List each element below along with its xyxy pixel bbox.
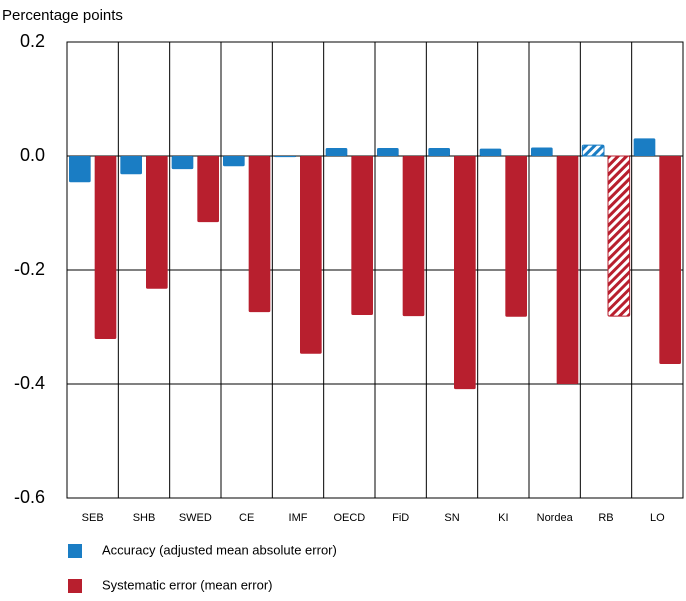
bar	[146, 156, 168, 289]
x-tick-label: SWED	[179, 512, 212, 524]
bar	[69, 156, 91, 183]
x-tick-label: KI	[498, 512, 508, 524]
legend-label: Accuracy (adjusted mean absolute error)	[102, 542, 337, 557]
bar	[325, 148, 348, 156]
bar	[659, 156, 681, 365]
bar	[120, 156, 142, 175]
x-tick-label: IMF	[289, 512, 308, 524]
bar	[171, 156, 194, 170]
x-tick-label: CE	[239, 512, 254, 524]
bar	[300, 156, 322, 354]
bar	[607, 155, 631, 317]
y-tick-label: -0.6	[14, 487, 45, 507]
legend-swatch	[68, 544, 82, 558]
bar	[633, 138, 656, 156]
bar	[531, 147, 553, 156]
x-tick-label: LO	[650, 512, 665, 524]
x-tick-label: SN	[444, 512, 459, 524]
legend-swatch	[68, 579, 82, 593]
bar	[556, 156, 579, 384]
y-tick-label: 0.2	[20, 31, 45, 51]
x-tick-label: FiD	[392, 512, 409, 524]
bar	[454, 156, 476, 390]
x-tick-label: RB	[598, 512, 613, 524]
y-tick-label: -0.2	[14, 259, 45, 279]
bar	[505, 156, 527, 317]
bar	[94, 156, 117, 339]
bar	[197, 156, 219, 223]
legend-label: Systematic error (mean error)	[102, 577, 272, 592]
bar	[479, 148, 502, 156]
x-tick-label: SHB	[133, 512, 156, 524]
y-tick-label: 0.0	[20, 145, 45, 165]
y-axis-label: Percentage points	[2, 7, 123, 24]
x-tick-label: Nordea	[537, 512, 574, 524]
bar	[402, 156, 425, 317]
bar	[581, 144, 605, 157]
bar	[351, 156, 373, 316]
bar	[223, 156, 245, 167]
bar	[274, 156, 296, 158]
bar	[248, 156, 271, 313]
y-tick-label: -0.4	[14, 373, 45, 393]
x-tick-label: OECD	[333, 512, 365, 524]
x-tick-label: SEB	[82, 512, 104, 524]
bar	[377, 148, 399, 156]
bar	[428, 148, 450, 156]
